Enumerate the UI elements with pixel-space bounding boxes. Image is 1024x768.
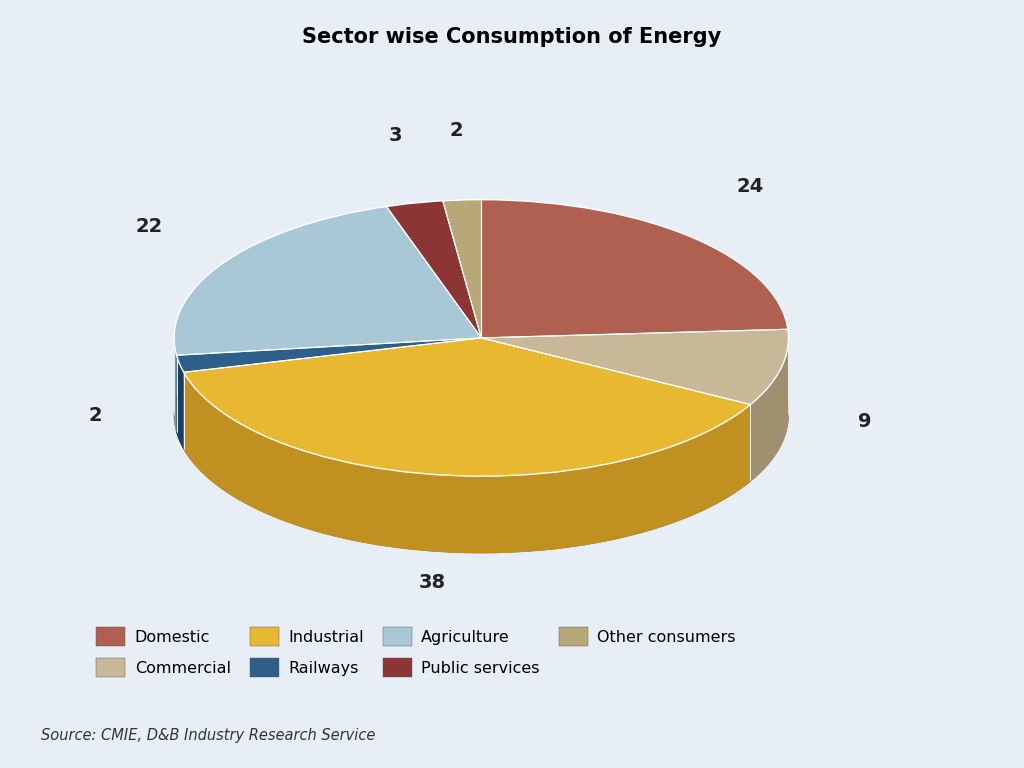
- Polygon shape: [481, 200, 787, 338]
- Ellipse shape: [174, 276, 788, 553]
- Polygon shape: [442, 200, 481, 338]
- Polygon shape: [176, 338, 481, 372]
- Polygon shape: [751, 338, 788, 482]
- Text: 3: 3: [389, 126, 402, 145]
- Text: 9: 9: [858, 412, 871, 431]
- Text: Source: CMIE, D&B Industry Research Service: Source: CMIE, D&B Industry Research Serv…: [41, 728, 376, 743]
- Polygon shape: [183, 338, 751, 476]
- Text: 24: 24: [737, 177, 764, 197]
- Legend: Domestic, Commercial, Industrial, Railways, Agriculture, Public services, Other : Domestic, Commercial, Industrial, Railwa…: [90, 621, 742, 684]
- Polygon shape: [183, 372, 751, 553]
- Text: 2: 2: [88, 406, 101, 425]
- Polygon shape: [174, 207, 481, 356]
- Polygon shape: [174, 338, 176, 432]
- Polygon shape: [176, 356, 183, 449]
- Polygon shape: [481, 329, 788, 405]
- Text: 22: 22: [135, 217, 163, 237]
- Polygon shape: [386, 200, 481, 338]
- Text: 2: 2: [450, 121, 464, 141]
- Text: 38: 38: [419, 573, 445, 591]
- Text: Sector wise Consumption of Energy: Sector wise Consumption of Energy: [302, 27, 722, 47]
